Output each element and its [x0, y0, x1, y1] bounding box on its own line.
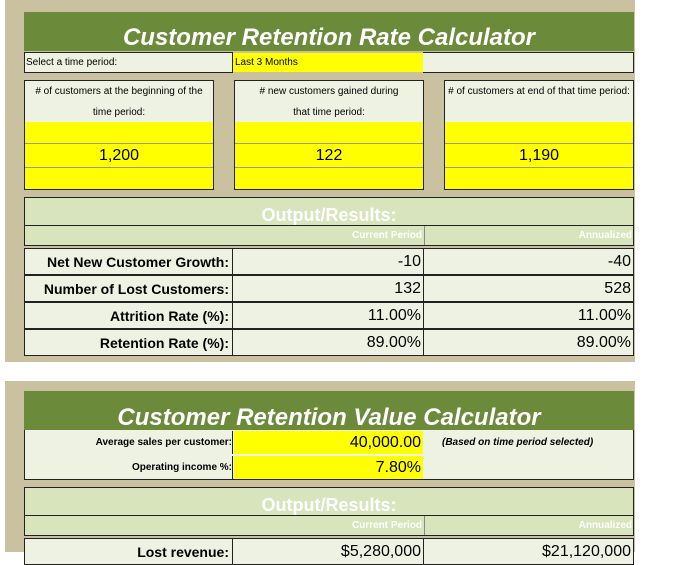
lost-customers-label: Number of Lost Customers: — [24, 275, 233, 302]
step-1-word: Step — [639, 161, 685, 186]
lost-customers-current: 132 — [233, 275, 424, 302]
col-annualized-1: Annualized — [424, 226, 634, 245]
col-annualized-2: Annualized — [424, 516, 634, 535]
time-period-select[interactable]: Last 3 Months — [233, 53, 423, 72]
step-2-number: 2 — [655, 488, 669, 514]
input-fill-new — [235, 122, 423, 189]
attrition-rate-current: 11.00% — [233, 302, 424, 329]
retention-calculator-title: Customer Retention Rate Calculator — [24, 12, 634, 51]
operating-income-label: Operating income %: — [24, 456, 233, 479]
attrition-rate-label: Attrition Rate (%): — [24, 302, 233, 329]
input-fill-beginning — [25, 122, 213, 189]
avg-sales-label: Average sales per customer: — [24, 431, 233, 454]
retention-rate-current: 89.00% — [233, 329, 424, 356]
output-subheader-row-2 — [24, 515, 634, 536]
step-1-label: Step 1 — [635, 161, 689, 207]
col-current-period-2: Current Period — [351, 520, 422, 531]
operating-income-input[interactable]: 7.80% — [234, 456, 423, 479]
net-new-growth-label: Net New Customer Growth: — [24, 248, 233, 275]
step-1-number: 1 — [655, 181, 669, 207]
avg-sales-note: (Based on time period selected) — [442, 437, 594, 448]
attrition-rate-annualized: 11.00% — [424, 302, 634, 329]
step-2-word: Step — [639, 468, 685, 493]
output-subheader-row-1 — [24, 225, 634, 246]
input-fill-end — [445, 122, 633, 189]
input-label-new: # new customers gained during that time … — [259, 86, 399, 118]
net-new-growth-annualized: -40 — [424, 248, 634, 275]
retention-rate-annualized: 89.00% — [424, 329, 634, 356]
net-new-growth-current: -10 — [233, 248, 424, 275]
step-2-label: Step 2 — [635, 468, 689, 514]
value-calculator-title: Customer Retention Value Calculator — [24, 391, 634, 430]
retention-rate-label: Retention Rate (%): — [24, 329, 233, 356]
input-label-beginning: # of customers at the beginning of the t… — [35, 86, 203, 118]
lost-customers-annualized: 528 — [424, 275, 634, 302]
time-period-label: Select a time period: — [24, 52, 233, 73]
col-current-period-1: Current Period — [351, 230, 422, 241]
time-period-row-filler — [423, 52, 634, 73]
new-customers-input[interactable]: 122 — [235, 143, 423, 168]
input-label-end: # of customers at end of that time perio… — [448, 86, 630, 97]
customers-beginning-input[interactable]: 1,200 — [25, 143, 213, 168]
customers-end-input[interactable]: 1,190 — [445, 143, 633, 168]
avg-sales-input[interactable]: 40,000.00 — [234, 431, 423, 454]
output-title-1: Output/Results: — [24, 197, 634, 225]
output-title-2: Output/Results: — [24, 487, 634, 515]
